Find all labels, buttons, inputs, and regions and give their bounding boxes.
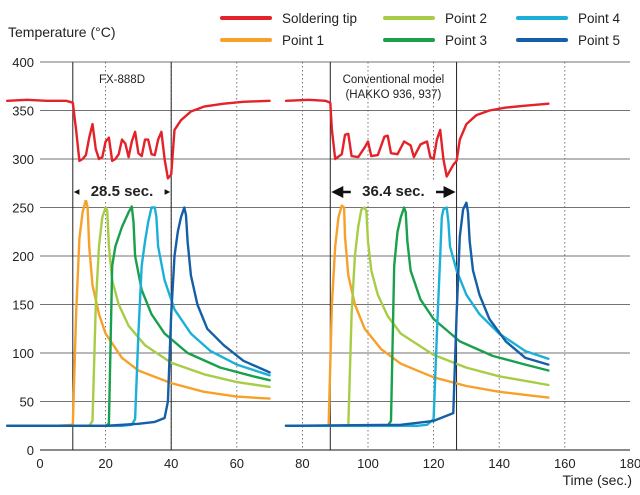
x-tick-label: 100 (357, 456, 379, 471)
legend-label: Point 2 (445, 11, 487, 26)
x-tick-label: 180 (620, 456, 640, 471)
duration-label-bg (350, 180, 437, 201)
point-1-line (6, 198, 271, 427)
soldering-tip-line (284, 98, 550, 178)
duration-label-bg (79, 180, 165, 201)
y-tick-label: 350 (12, 104, 34, 119)
legend-label: Point 4 (578, 11, 621, 26)
axis-ticks: 0 50 100 150 200 250 300 350 400 0 20 40 60 80 100 120 1… (12, 55, 640, 471)
y-tick-label: 50 (20, 395, 34, 410)
y-tick-label: 250 (12, 201, 34, 216)
legend-label: Point 1 (282, 33, 324, 48)
y-tick-label: 100 (12, 346, 34, 361)
duration-label: 36.4 sec. (362, 183, 425, 200)
y-tick-label: 150 (12, 298, 34, 313)
soldering-tip-line (6, 98, 271, 180)
panel-label: (HAKKO 936, 937) (345, 89, 441, 101)
y-tick-label: 400 (12, 55, 34, 70)
duration-label: 28.5 sec. (91, 183, 154, 200)
x-tick-label: 0 (36, 456, 43, 471)
point-3-line (284, 206, 550, 427)
point-2-line (284, 206, 550, 427)
point-3-line (6, 205, 271, 427)
legend-label: Point 5 (578, 33, 620, 48)
y-axis-label: Temperature (°C) (8, 24, 116, 40)
x-axis-label: Time (sec.) (563, 472, 632, 488)
duration-arrow-head-left (331, 186, 344, 199)
panel-label: Conventional model (343, 74, 445, 86)
point-5-line (6, 206, 271, 427)
annotations: FX-888D 28.5 sec. Conventional model (HAKKO… (73, 74, 456, 201)
point-5-line (284, 201, 550, 427)
legend-label: Soldering tip (282, 11, 357, 26)
x-tick-label: 160 (554, 456, 576, 471)
x-tick-label: 120 (423, 456, 445, 471)
legend-label: Point 3 (445, 33, 487, 48)
x-tick-label: 20 (98, 456, 112, 471)
y-tick-label: 200 (12, 249, 34, 264)
x-tick-label: 60 (230, 456, 244, 471)
x-tick-label: 80 (295, 456, 309, 471)
point-1-line (284, 204, 550, 427)
point-2-line (6, 206, 271, 427)
x-tick-label: 40 (164, 456, 178, 471)
duration-arrow-head-right (443, 186, 456, 199)
x-tick-label: 140 (488, 456, 510, 471)
legend: Soldering tip Point 1 Point 2 Point 3 Point … (220, 11, 621, 48)
point-4-line (6, 206, 271, 427)
y-tick-label: 300 (12, 152, 34, 167)
y-tick-label: 0 (27, 443, 34, 458)
panel-label: FX-888D (99, 74, 145, 86)
series-lines (6, 98, 550, 427)
